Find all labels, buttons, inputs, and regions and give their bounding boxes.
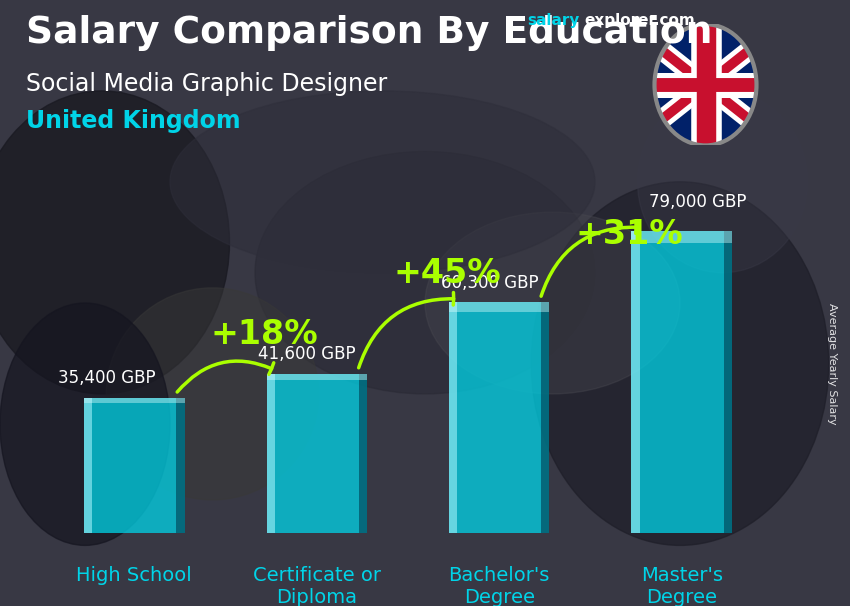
- Ellipse shape: [170, 91, 595, 273]
- Text: Master's
Degree: Master's Degree: [641, 566, 722, 606]
- Text: Certificate or
Diploma: Certificate or Diploma: [252, 566, 381, 606]
- Bar: [359, 374, 367, 533]
- Bar: [267, 374, 275, 533]
- Bar: [632, 231, 639, 533]
- Ellipse shape: [106, 288, 319, 500]
- Text: +18%: +18%: [211, 318, 319, 351]
- Text: +31%: +31%: [575, 218, 683, 251]
- Bar: [632, 231, 732, 243]
- Text: 35,400 GBP: 35,400 GBP: [58, 369, 156, 387]
- Bar: [449, 302, 549, 311]
- Ellipse shape: [255, 152, 595, 394]
- Text: Bachelor's
Degree: Bachelor's Degree: [449, 566, 550, 606]
- Bar: [449, 302, 549, 533]
- Bar: [449, 302, 457, 533]
- Text: salary: salary: [527, 13, 580, 28]
- Text: 79,000 GBP: 79,000 GBP: [649, 193, 746, 211]
- Text: 41,600 GBP: 41,600 GBP: [258, 345, 356, 363]
- Bar: [267, 374, 367, 533]
- Text: United Kingdom: United Kingdom: [26, 109, 240, 133]
- Text: 60,300 GBP: 60,300 GBP: [441, 273, 538, 291]
- Text: High School: High School: [76, 566, 192, 585]
- Text: Salary Comparison By Education: Salary Comparison By Education: [26, 15, 711, 51]
- Text: explorer.com: explorer.com: [585, 13, 695, 28]
- Bar: [724, 231, 732, 533]
- Ellipse shape: [531, 182, 829, 545]
- Bar: [267, 374, 367, 381]
- Bar: [177, 398, 184, 533]
- Bar: [541, 302, 549, 533]
- Text: Average Yearly Salary: Average Yearly Salary: [827, 303, 837, 424]
- Bar: [84, 398, 184, 533]
- Bar: [632, 231, 732, 533]
- Ellipse shape: [0, 303, 170, 545]
- Bar: [84, 398, 184, 403]
- Ellipse shape: [425, 212, 680, 394]
- Text: +45%: +45%: [394, 256, 501, 290]
- Ellipse shape: [638, 91, 808, 273]
- Text: Social Media Graphic Designer: Social Media Graphic Designer: [26, 72, 387, 96]
- Ellipse shape: [0, 91, 230, 394]
- Bar: [84, 398, 92, 533]
